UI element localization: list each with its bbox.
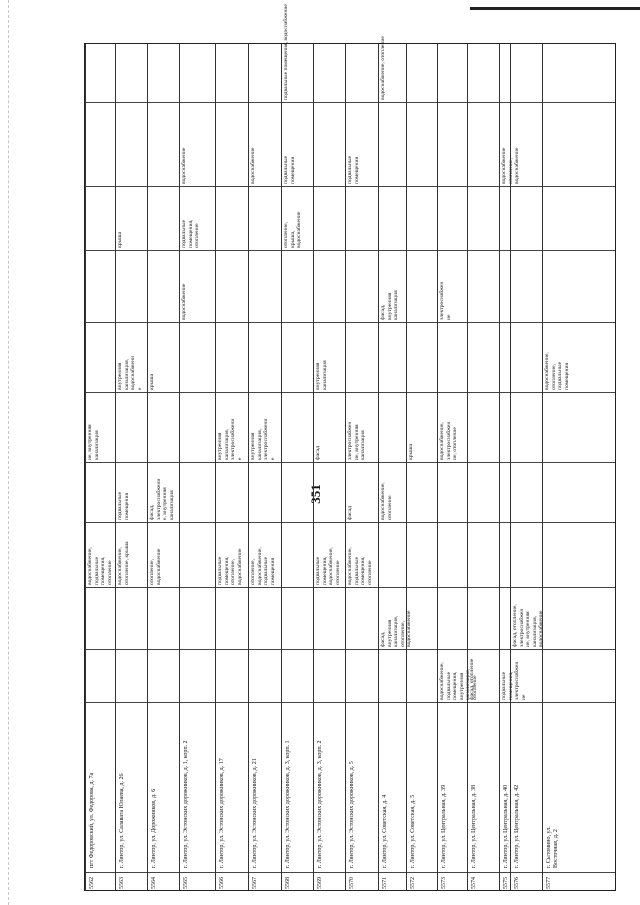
record-address: г. Сытомино, ул. Восточная, д. 2 [546, 826, 559, 868]
table-row [437, 44, 467, 890]
record-number: 5567 [252, 877, 258, 889]
table-cell: электроснабжен ие, внутренняя канализаци… [347, 421, 367, 460]
table-divider [85, 250, 615, 251]
table-divider [85, 587, 615, 588]
record-number: 5564 [151, 877, 157, 889]
table-cell: водоснабжение [181, 283, 187, 320]
record-address: г. Лянтор, ул. Центральная, д. 40 [503, 784, 509, 868]
data-table: 5562 пгт Федоровский, ул. Федорова, д. 7а… [84, 4, 617, 891]
table-cell: крыша [149, 373, 155, 390]
table-cell: подвальные помещения [347, 155, 360, 184]
record-number: 5574 [471, 877, 477, 889]
scan-edge [8, 0, 10, 905]
table-row [147, 44, 179, 890]
table-row [313, 44, 345, 890]
record-number: 5569 [317, 877, 323, 889]
table-cell: фасад, внутренняя канализация [380, 290, 400, 320]
table-cell: фасад [315, 446, 321, 460]
record-number: 5575 [503, 877, 509, 889]
record-number: 5576 [514, 877, 520, 889]
table-row [215, 44, 248, 890]
record-address: г. Лянтор, ул. Эстонских дорожников, д. … [252, 758, 258, 868]
table-cell: отопление, водоснабжение [149, 548, 162, 585]
record-address: г. Лянтор, ул. Эстонских дорожников, д. … [349, 761, 355, 868]
table-cell: водоснабжение, отопление [380, 482, 393, 520]
table-cell: внутренняя канализация, электроснабжени … [217, 418, 243, 460]
table-divider [85, 392, 615, 393]
table-cell: водоснабжение [181, 147, 187, 184]
record-number: 5577 [546, 877, 552, 889]
table-row [85, 44, 115, 890]
table-cell: фасад, отопление [469, 658, 475, 700]
table-row [115, 44, 147, 890]
table-row [179, 44, 215, 890]
table-divider [85, 649, 615, 650]
table-cell: подвальные помещения [117, 491, 130, 520]
table-row [467, 44, 499, 890]
record-number: 5563 [119, 877, 125, 889]
record-address: г. Лянтор, ул. Эстонских дорожников, д. … [285, 740, 291, 868]
record-address: г. Лянтор, ул. Центральная, д. 38 [471, 784, 477, 868]
table-divider [85, 186, 615, 187]
record-address: г. Лянтор, ул. Центральная, д. 42 [514, 784, 520, 868]
record-number: 5566 [219, 877, 225, 889]
table-cell: электроснабжен ие [439, 281, 452, 320]
record-address: г. Лянтор, ул. Дорожников, д. 6 [151, 788, 157, 868]
table-cell: подвальные помещения [283, 155, 296, 184]
record-address: г. Лянтор, ул. Эстонских дорожников, д. … [317, 740, 323, 868]
table-cell: подвальные помещения, отопление, водосна… [217, 548, 243, 585]
record-address: г. Лянтор, ул. Салавата Юлаева, д. 26 [119, 773, 125, 868]
table-divider [85, 102, 615, 103]
record-address: г. Лянтор, ул. Советская, д. 5 [410, 794, 416, 868]
record-number: 5572 [410, 877, 416, 889]
record-number: 5570 [349, 877, 355, 889]
record-address: г. Лянтор, ул. Советская, д. 4 [382, 794, 388, 868]
table-row [378, 44, 406, 890]
record-number: 5562 [89, 877, 95, 889]
table-row [248, 44, 281, 890]
table-divider [85, 462, 615, 463]
table-cell: подвальные помещения, водоснабжение, ото… [315, 547, 341, 585]
table-cell: водоснабжение, подвальные помещения, ото… [87, 547, 113, 585]
table-cell: отопление, водоснабжение, подвальные пом… [250, 547, 276, 585]
table-cell: подвальные помещения, отопление [181, 219, 201, 248]
table-row [406, 44, 437, 890]
table-divider [85, 522, 615, 523]
table-cell: крыша [117, 231, 123, 248]
record-number: 5565 [183, 877, 189, 889]
table-cell: водоснабжение, отопление [380, 36, 386, 100]
table-row [281, 44, 313, 890]
table-cell: водоснабжение [250, 147, 256, 184]
table-divider [85, 872, 615, 873]
record-address: г. Лянтор, ул. Эстонских дорожников, д. … [219, 758, 225, 868]
table-row [510, 44, 542, 890]
table-cell: водоснабжение, подвальные помещения, ото… [347, 547, 373, 585]
table-cell: отопление, крыша, водоснабжение [283, 211, 303, 248]
record-number: 5571 [382, 877, 388, 889]
record-number: 5573 [441, 877, 447, 889]
table-row [499, 44, 510, 890]
record-number: 5568 [285, 877, 291, 889]
record-address: пгт Федоровский, ул. Федорова, д. 7а [89, 772, 95, 868]
record-address: г. Лянтор, ул. Центральная, д. 39 [441, 784, 447, 868]
table-row [345, 44, 378, 890]
table-cell: внутренняя канализация [315, 360, 328, 390]
table-cell: фасад, отопление, электроснабжен ие, вну… [512, 604, 545, 647]
table-cell: внутренняя канализация, электроснабжени … [250, 418, 276, 460]
table-cell: крыша [408, 443, 414, 460]
top-rule [470, 7, 640, 10]
table-divider [85, 702, 615, 703]
table-cell: ие, внутренняя канализация [87, 424, 100, 460]
table-cell: водоснабжение, отопление, подвальные пом… [544, 352, 570, 390]
table-cell: фасад [347, 506, 353, 520]
table-cell: фасад, электроснабжени е, внутренняя кан… [149, 478, 175, 520]
table-cell: подвальные помещения, водоснабжение [283, 4, 289, 100]
table-cell: водоснабжение, отопление, крыша [117, 541, 130, 586]
table-cell: внутренняя канализация, водоснабжени е [117, 356, 143, 390]
table-divider [85, 322, 615, 323]
table-cell: водоснабжение, электроснабжен ие, отопле… [439, 421, 459, 460]
record-address: г. Лянтор, ул. Эстонских дорожников, д. … [183, 740, 189, 868]
table-row [542, 44, 617, 890]
